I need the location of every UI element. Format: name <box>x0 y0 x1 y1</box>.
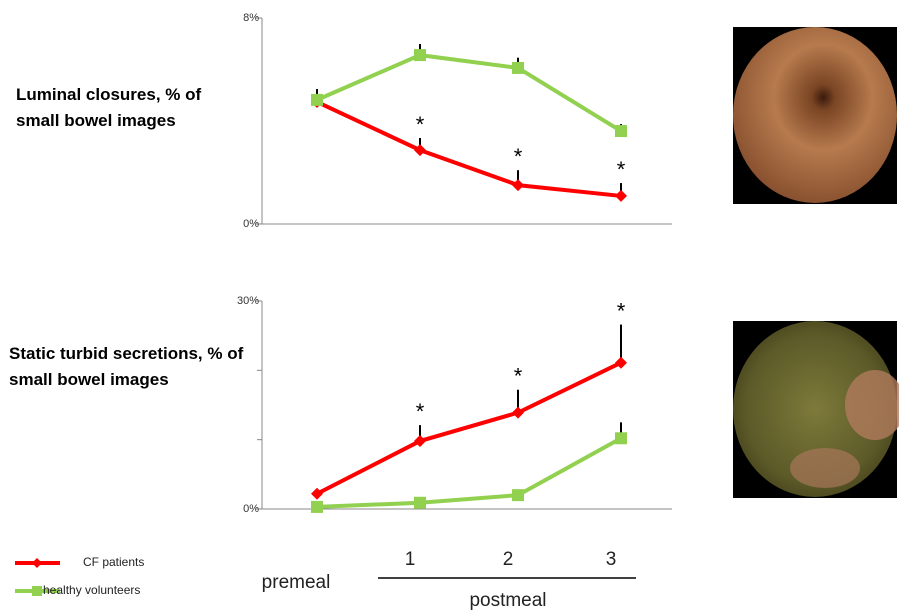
series-line <box>317 102 621 196</box>
significance-mark: * <box>617 298 626 323</box>
legend-marker <box>32 558 42 568</box>
endoscopy-photo <box>733 27 897 203</box>
marker <box>414 497 426 509</box>
marker <box>615 125 627 137</box>
legend-marker <box>32 586 42 596</box>
y-tick-label: 8% <box>243 12 259 24</box>
marker <box>615 432 627 444</box>
x-tick-label: 2 <box>503 549 514 570</box>
marker <box>615 190 627 202</box>
x-tick-label: premeal <box>262 572 331 593</box>
y-tick-label: 30% <box>237 295 259 307</box>
significance-mark: * <box>416 399 425 424</box>
y-tick-label: 0% <box>243 218 259 230</box>
marker <box>512 489 524 501</box>
y-tick-label: 0% <box>243 503 259 515</box>
legend-label: CF patients <box>83 555 144 569</box>
series-line <box>317 55 621 131</box>
series-line <box>317 363 621 494</box>
x-group-label: postmeal <box>469 590 546 611</box>
photo-detail <box>790 448 860 488</box>
significance-mark: * <box>617 157 626 182</box>
marker <box>512 62 524 74</box>
significance-mark: * <box>514 364 523 389</box>
significance-mark: * <box>416 112 425 137</box>
y-axis-label: Luminal closures, % of small bowel image… <box>16 82 231 134</box>
figure: 0% 8% * * * 0% 30% * * * premeal 1 2 3 postmeal CF pati… <box>0 0 899 613</box>
marker <box>311 501 323 513</box>
marker <box>311 94 323 106</box>
x-tick-label: 3 <box>606 549 617 570</box>
legend-label: healthy volunteers <box>43 583 140 597</box>
marker <box>512 179 524 191</box>
marker <box>414 144 426 156</box>
significance-mark: * <box>514 144 523 169</box>
marker <box>414 49 426 61</box>
x-tick-label: 1 <box>405 549 416 570</box>
y-axis-label: Static turbid secretions, % of small bow… <box>9 341 244 393</box>
